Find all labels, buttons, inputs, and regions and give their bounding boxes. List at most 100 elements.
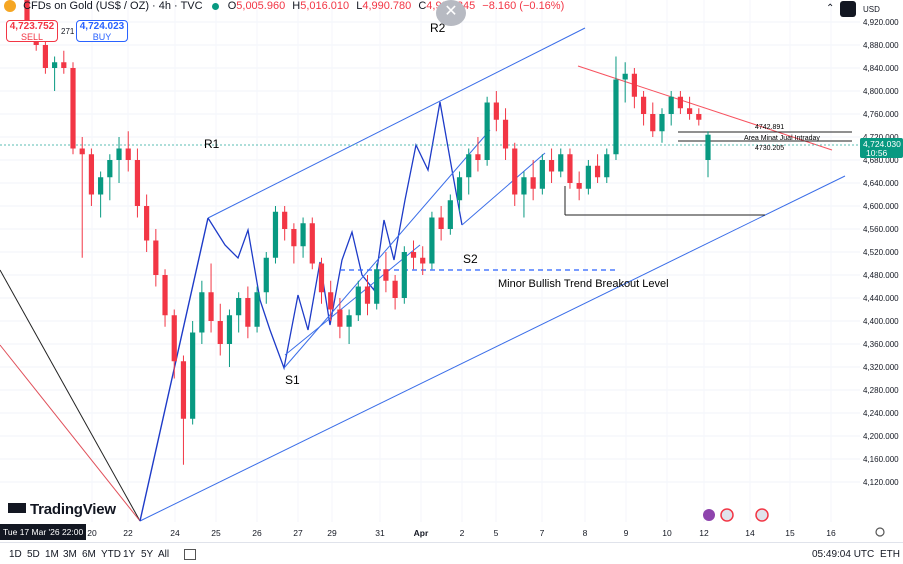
candle-body[interactable] bbox=[512, 148, 518, 195]
timeframe-1d[interactable]: 1D bbox=[9, 549, 22, 560]
candle-body[interactable] bbox=[668, 96, 674, 114]
candle-body[interactable] bbox=[383, 269, 389, 281]
candle-body[interactable] bbox=[171, 315, 177, 362]
candle-body[interactable] bbox=[558, 154, 564, 172]
candle-body[interactable] bbox=[696, 114, 702, 120]
candle-body[interactable] bbox=[686, 108, 693, 114]
candle-body[interactable] bbox=[282, 211, 288, 229]
camera-icon[interactable] bbox=[840, 1, 856, 17]
candle-body[interactable] bbox=[475, 154, 481, 160]
session-label[interactable]: ETH bbox=[880, 549, 900, 560]
candle-body[interactable] bbox=[318, 263, 325, 293]
red-trendline[interactable] bbox=[0, 344, 141, 522]
symbol-title[interactable]: CFDs on Gold (US$ / OZ) · 4h · TVC bbox=[23, 0, 203, 13]
zigzag-pattern[interactable] bbox=[207, 101, 463, 371]
utc-clock[interactable]: 05:49:04 UTC bbox=[812, 549, 875, 560]
candle-body[interactable] bbox=[88, 154, 95, 195]
candle-body[interactable] bbox=[52, 62, 58, 68]
candle-body[interactable] bbox=[640, 96, 647, 114]
candle-body[interactable] bbox=[226, 315, 233, 344]
candle-body[interactable] bbox=[631, 73, 637, 97]
date-range-icon[interactable] bbox=[184, 549, 196, 560]
candle-body[interactable] bbox=[355, 286, 361, 316]
candle-body[interactable] bbox=[502, 119, 509, 149]
candle-body[interactable] bbox=[107, 160, 113, 178]
candle-body[interactable] bbox=[585, 165, 591, 189]
timeframe-1m[interactable]: 1M bbox=[45, 549, 59, 560]
candle-body[interactable] bbox=[705, 134, 711, 160]
candle-body[interactable] bbox=[530, 177, 536, 189]
candle-body[interactable] bbox=[254, 292, 260, 327]
candle-body[interactable] bbox=[245, 298, 251, 327]
candle-body[interactable] bbox=[567, 154, 573, 183]
buy-button[interactable]: 4,724.023 BUY bbox=[76, 20, 128, 42]
candle-body[interactable] bbox=[217, 321, 223, 344]
candle-body[interactable] bbox=[539, 160, 545, 189]
candle-body[interactable] bbox=[521, 177, 527, 195]
candle-body[interactable] bbox=[659, 114, 665, 132]
settings-icon[interactable] bbox=[875, 527, 885, 537]
candle-body[interactable] bbox=[420, 257, 426, 264]
candle-body[interactable] bbox=[61, 62, 67, 68]
lower-inner-trendline[interactable] bbox=[284, 244, 421, 356]
candle-body[interactable] bbox=[613, 79, 619, 155]
upper-channel-line[interactable] bbox=[207, 27, 586, 219]
us-flag-icon[interactable] bbox=[720, 508, 734, 522]
timeframe-all[interactable]: All bbox=[158, 549, 170, 560]
candle-body[interactable] bbox=[180, 361, 187, 419]
candle-body[interactable] bbox=[576, 183, 582, 189]
candle-body[interactable] bbox=[364, 286, 371, 304]
candle-body[interactable] bbox=[236, 298, 242, 316]
candle-body[interactable] bbox=[263, 257, 269, 293]
timeframe-6m[interactable]: 6M bbox=[82, 549, 96, 560]
candle-body[interactable] bbox=[328, 292, 334, 310]
us-flag-icon[interactable] bbox=[755, 508, 769, 522]
timeframe-1y[interactable]: 1Y bbox=[123, 549, 136, 560]
s2-trendline[interactable] bbox=[461, 152, 546, 226]
candle-body[interactable] bbox=[153, 240, 159, 276]
candle-body[interactable] bbox=[677, 96, 683, 109]
candle-body[interactable] bbox=[466, 154, 472, 178]
candle-body[interactable] bbox=[125, 148, 131, 161]
candle-body[interactable] bbox=[622, 73, 628, 80]
candle-body[interactable] bbox=[392, 280, 398, 298]
candle-body[interactable] bbox=[447, 200, 453, 229]
timeframe-3m[interactable]: 3M bbox=[63, 549, 77, 560]
chevron-up-icon[interactable]: ⌃ bbox=[826, 3, 835, 14]
candle-body[interactable] bbox=[401, 252, 407, 298]
candle-body[interactable] bbox=[42, 45, 49, 68]
sell-button[interactable]: 4,723.752 SELL bbox=[6, 20, 58, 42]
candle-body[interactable] bbox=[116, 148, 122, 161]
candle-body[interactable] bbox=[190, 332, 196, 419]
candle-body[interactable] bbox=[456, 177, 463, 201]
timeframe-5y[interactable]: 5Y bbox=[141, 549, 154, 560]
candle-body[interactable] bbox=[346, 315, 352, 327]
candle-body[interactable] bbox=[410, 252, 417, 258]
candle-body[interactable] bbox=[199, 292, 205, 333]
candle-body[interactable] bbox=[374, 269, 380, 304]
timeframe-5d[interactable]: 5D bbox=[27, 549, 40, 560]
candle-body[interactable] bbox=[134, 160, 141, 206]
candle-body[interactable] bbox=[438, 217, 444, 230]
candle-body[interactable] bbox=[604, 154, 610, 178]
candle-body[interactable] bbox=[484, 102, 490, 161]
candle-body[interactable] bbox=[309, 223, 315, 264]
candle-body[interactable] bbox=[144, 206, 150, 241]
timeframe-ytd[interactable]: YTD bbox=[101, 549, 121, 560]
resistance-trendline[interactable] bbox=[577, 65, 833, 151]
candle-body[interactable] bbox=[429, 217, 435, 264]
candle-body[interactable] bbox=[337, 309, 343, 327]
time-axis[interactable]: 20 22 24 25 26 27 29 31 Apr 2 5 7 8 9 10 12 14 15 16 bbox=[87, 528, 836, 538]
candle-body[interactable] bbox=[594, 165, 601, 178]
candle-body[interactable] bbox=[548, 160, 555, 172]
candle-body[interactable] bbox=[272, 211, 279, 258]
candle-body[interactable] bbox=[291, 229, 297, 247]
candle-body[interactable] bbox=[300, 223, 306, 247]
candle-body[interactable] bbox=[24, 0, 30, 34]
candle-body[interactable] bbox=[162, 275, 168, 316]
close-overlay-button[interactable]: ✕ bbox=[436, 0, 466, 26]
candle-body[interactable] bbox=[79, 148, 85, 155]
candle-body[interactable] bbox=[650, 114, 656, 132]
candle-body[interactable] bbox=[208, 292, 214, 321]
